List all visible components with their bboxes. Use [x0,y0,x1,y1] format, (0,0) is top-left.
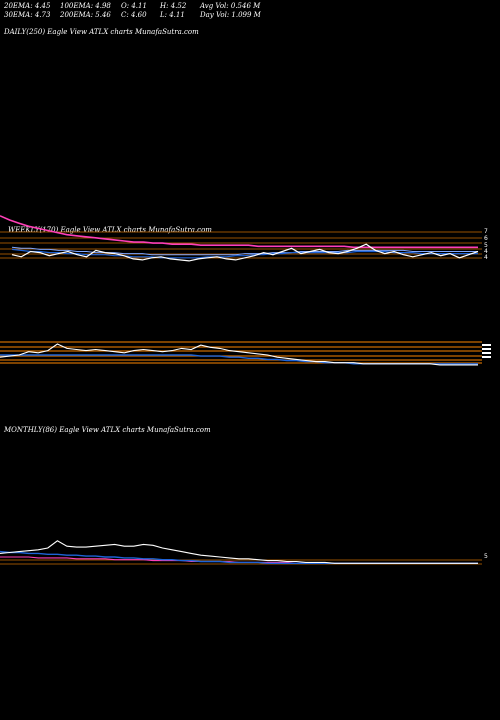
monthly-tick-labels: 5 [484,553,488,560]
weekly-series [0,215,479,262]
monthly-upper-price-line [0,343,478,366]
monthly-upper-marker-2 [482,352,491,354]
monthly-upper-level-lines [0,341,482,364]
weekly-tick-label-3: 4 [484,248,488,255]
ema20-label: 20EMA: 4.45 [4,2,51,10]
monthly-series [0,540,478,564]
weekly-ema-mid-line [11,246,478,256]
weekly-tick-label-2: 5 [484,242,488,249]
open-label: O: 4.11 [121,2,147,10]
weekly-tick-label-1: 6 [484,235,488,242]
day-vol-label: Day Vol: 1.099 M [200,11,261,19]
weekly-price-line [11,243,479,262]
monthly-panel-title: MONTHLY(86) Eagle View ATLX charts Munaf… [4,426,211,434]
ema100-label: 100EMA: 4.98 [60,2,111,10]
monthly-tick-label-0: 5 [484,553,488,560]
low-label: L: 4.11 [160,11,185,19]
ema30-label: 30EMA: 4.73 [4,11,51,19]
monthly-price-line [0,540,478,564]
avg-vol-label: Avg Vol: 0.546 M [200,2,261,10]
close-label: C: 4.60 [121,11,147,19]
monthly-upper-marker-3 [482,356,491,358]
high-label: H: 4.52 [160,2,187,10]
monthly-ema-fast-line [0,550,478,564]
weekly-tick-label-4: 4 [484,254,488,261]
weekly-tick-label-0: 7 [484,228,488,235]
daily-panel-title: DAILY(250) Eagle View ATLX charts Munafa… [4,28,199,36]
monthly-upper-series [0,343,491,366]
weekly-ema-long-line [0,215,478,249]
monthly-upper-marker-0 [482,344,491,346]
weekly-panel-title: WEEKLY(170) Eagle View ATLX charts Munaf… [8,226,212,234]
monthly-upper-marker-1 [482,348,491,350]
ema200-label: 200EMA: 5.46 [60,11,111,19]
